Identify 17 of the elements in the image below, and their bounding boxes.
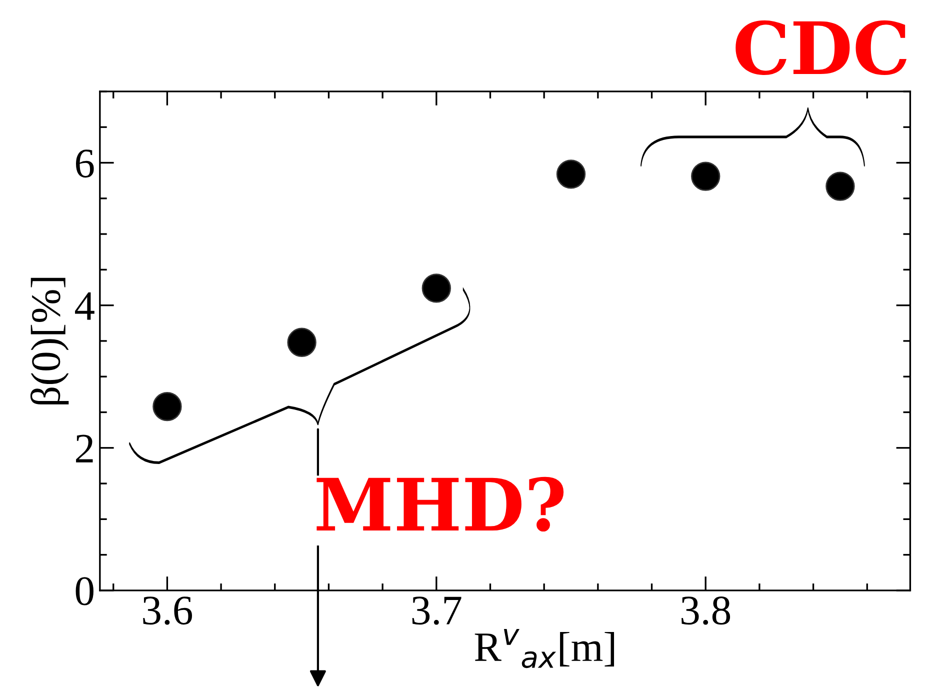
point [826, 172, 855, 201]
y-tick-label: 2 [76, 434, 93, 462]
x-tick-label: 3.8 [682, 596, 730, 625]
point [691, 162, 720, 191]
x-axis-title: R$^{v}$$_{ax}$[m] [474, 628, 614, 668]
point [152, 392, 182, 422]
point [287, 328, 316, 357]
x-tick-label: 3.6 [143, 596, 192, 625]
y-tick-label: 0 [76, 577, 94, 606]
point [556, 160, 586, 189]
y-tick-label: 4 [75, 292, 94, 320]
x-tick-label: 3.7 [412, 596, 462, 625]
point [422, 274, 451, 303]
y-axis-title: β(0)[%] [30, 278, 69, 404]
y-tick-label: 6 [76, 150, 94, 178]
text: CDC [736, 20, 907, 76]
annotation: MHD? [316, 476, 564, 532]
